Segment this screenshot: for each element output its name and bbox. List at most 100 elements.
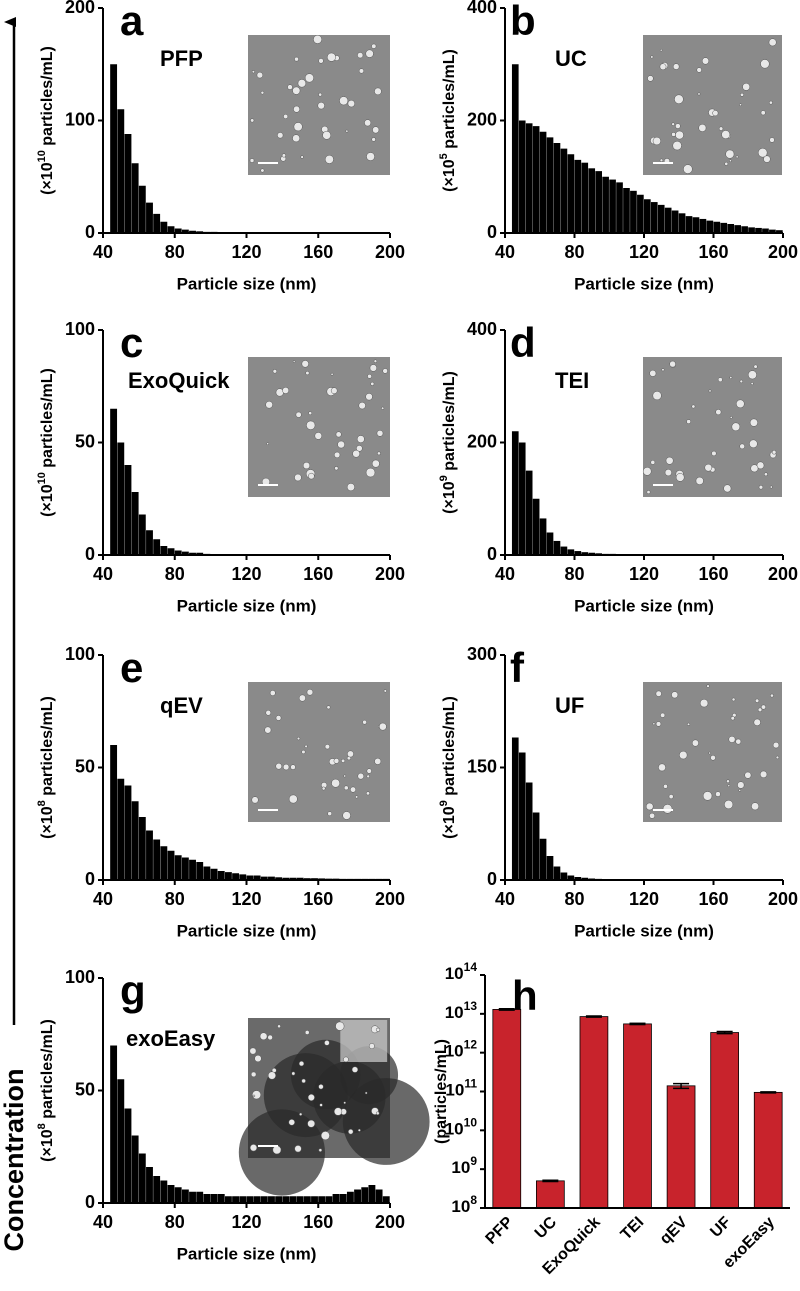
tem-particle	[266, 442, 269, 446]
tem-particle	[367, 373, 372, 379]
histogram-bar	[167, 1185, 175, 1203]
error-bar	[629, 1022, 646, 1026]
tem-particle	[675, 130, 684, 140]
error-bar	[673, 1082, 690, 1090]
tem-particle	[292, 86, 301, 95]
histogram-bar	[567, 154, 575, 233]
x-axis-label: Particle size (nm)	[177, 921, 317, 940]
tem-particle	[343, 1101, 346, 1105]
tem-particle	[712, 110, 719, 117]
histogram-bar	[532, 812, 540, 880]
tem-particle	[343, 1056, 349, 1063]
tem-image	[643, 682, 782, 822]
y-axis-label-exponent: 8	[36, 1123, 48, 1129]
x-tick-label: 80	[564, 242, 584, 262]
y-axis-label-part: (×10	[441, 159, 458, 192]
histogram-bar	[110, 64, 118, 233]
x-tick-label: 40	[93, 242, 113, 262]
histogram-bar	[153, 539, 161, 555]
tem-particle	[659, 63, 667, 71]
y-tick-label: 1010	[445, 1116, 478, 1139]
tem-particle	[652, 136, 661, 146]
histogram-bar	[525, 470, 533, 555]
tem-particle	[381, 406, 385, 410]
tem-particle	[249, 1047, 257, 1055]
y-axis-label-part: particles/mL)	[39, 1019, 56, 1123]
tem-particle	[337, 440, 345, 449]
histogram-bar	[260, 876, 268, 880]
histogram-bar	[196, 1191, 204, 1203]
tem-particle	[341, 758, 346, 763]
tem-particle	[382, 368, 388, 374]
tem-particle	[376, 430, 384, 437]
y-tick-label: 0	[487, 544, 497, 564]
x-axis-label: Particle size (nm)	[574, 596, 714, 615]
histogram-bar	[167, 548, 175, 555]
x-tick-label: 160	[303, 1212, 333, 1232]
tem-particle	[294, 1145, 302, 1153]
tem-particle	[282, 763, 290, 771]
tem-particle	[769, 137, 775, 143]
tem-particle	[771, 450, 777, 455]
tem-particle	[283, 113, 289, 119]
y-tick-label: 0	[85, 222, 95, 242]
tem-particle	[768, 38, 777, 47]
tem-particle	[775, 755, 780, 760]
histogram-bar	[581, 552, 589, 555]
histogram-bar	[268, 876, 275, 880]
tem-particle	[378, 722, 387, 731]
tem-image	[248, 34, 390, 175]
histogram-bar	[511, 64, 519, 233]
panel-letter: b	[510, 0, 536, 44]
tem-particle	[727, 784, 731, 788]
tem-particle	[760, 110, 766, 116]
tem-particle	[371, 137, 376, 142]
tem-image	[248, 357, 390, 497]
tem-particle	[726, 779, 730, 784]
tem-particle	[372, 126, 380, 134]
tem-particle	[687, 722, 691, 726]
tem-particle	[298, 1061, 305, 1067]
histogram-bar	[246, 1196, 254, 1203]
tem-particle	[306, 689, 314, 696]
histogram-bar	[296, 1196, 304, 1203]
tem-particle	[304, 1030, 310, 1035]
sample-label: UF	[555, 693, 584, 718]
tem-particle	[297, 79, 307, 88]
x-tick-label: 200	[375, 564, 405, 584]
tem-particle	[650, 460, 656, 465]
tem-particle	[664, 469, 672, 477]
tem-particle	[749, 439, 758, 449]
y-tick-label: 100	[65, 967, 95, 987]
y-axis-label: (×109 particles/mL)	[438, 696, 458, 839]
tem-particle	[739, 379, 743, 384]
histogram-bar	[776, 230, 783, 233]
tem-particle	[739, 443, 745, 450]
histogram-bar	[637, 194, 644, 233]
histogram-bar	[368, 1185, 376, 1203]
tem-particle	[352, 449, 360, 458]
histogram-bar	[623, 188, 630, 233]
tem-particle	[652, 722, 656, 726]
y-axis-label-part: particles/mL)	[39, 368, 56, 472]
histogram-bar	[727, 224, 735, 233]
tem-particle	[671, 691, 679, 699]
tem-particle	[723, 484, 732, 493]
tem-particle	[753, 718, 761, 726]
histogram-bar	[232, 1196, 240, 1203]
tem-particle	[304, 744, 308, 748]
y-tick-label: 0	[487, 869, 497, 889]
tem-particle	[706, 684, 710, 688]
tem-particle	[701, 57, 710, 65]
bar	[666, 1085, 696, 1209]
histogram-bar	[246, 875, 254, 880]
tem-particle	[356, 435, 365, 443]
histogram-bar	[160, 1180, 168, 1203]
tem-particle	[307, 1119, 316, 1128]
tem-particle	[725, 149, 735, 159]
histogram-bar	[553, 866, 561, 880]
y-axis-label-exponent: 5	[438, 153, 450, 159]
tem-particle	[757, 707, 763, 713]
histogram-bar	[181, 551, 189, 555]
